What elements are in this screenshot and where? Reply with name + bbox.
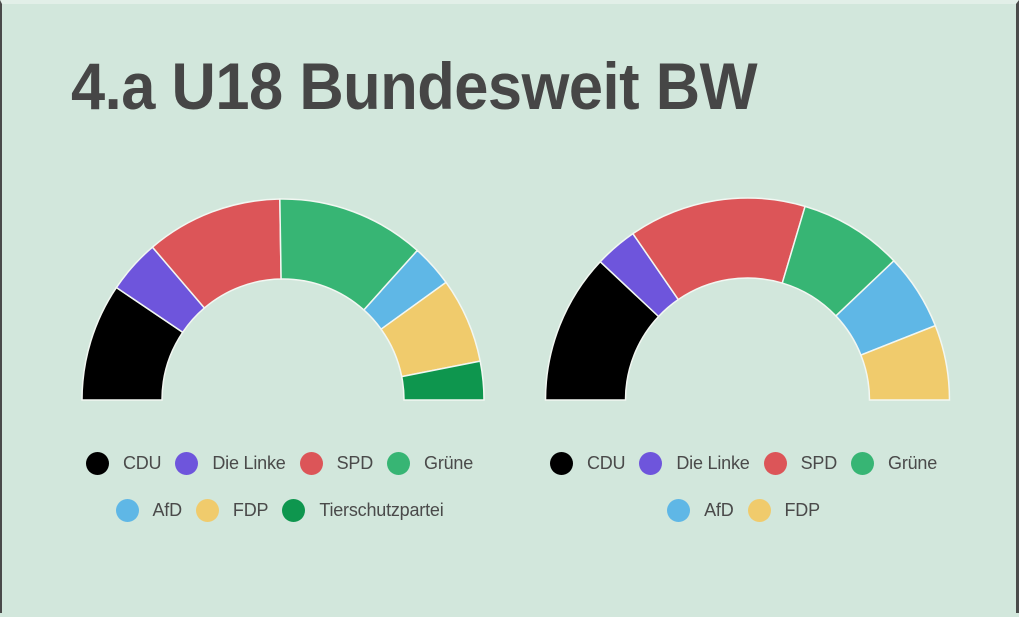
legend-swatch-circle-icon: [85, 452, 109, 475]
legend-row: CDU Die Linke SPD Grüne: [549, 452, 944, 475]
legend-label: AfD: [704, 500, 734, 520]
legend-label: Grüne: [888, 453, 938, 473]
legend-right: CDU Die Linke SPD Grüne AfD FDP: [547, 452, 947, 522]
legend-item-gruene[interactable]: Grüne: [387, 452, 473, 475]
legend-item-spd[interactable]: SPD: [299, 452, 374, 475]
legend-swatch-circle-icon: [639, 452, 663, 475]
half-donut-chart-left: CDU: 18.9Die Linke: 8.6SPD: 22Grüne: 23.…: [81, 198, 485, 401]
legend-swatch-circle-icon: [549, 452, 573, 475]
legend-item-spd[interactable]: SPD: [763, 452, 838, 475]
legend-swatch-circle-icon: [282, 499, 306, 522]
legend-item-die-linke[interactable]: Die Linke: [175, 452, 286, 475]
page-title: 4.a U18 Bundesweit BW: [71, 49, 758, 123]
legend-label: Grüne: [424, 453, 474, 473]
legend-label: Die Linke: [212, 453, 286, 473]
legend-item-gruene[interactable]: Grüne: [851, 452, 937, 475]
legend-label: Tierschutzpartei: [319, 500, 444, 520]
legend-swatch-circle-icon: [667, 499, 691, 522]
legend-item-die-linke[interactable]: Die Linke: [639, 452, 750, 475]
legend-label: AfD: [152, 500, 183, 520]
legend-item-fdp[interactable]: FDP: [195, 499, 269, 522]
legend-label: SPD: [336, 453, 374, 473]
legend-swatch-circle-icon: [195, 499, 219, 522]
legend-swatch-circle-icon: [175, 452, 199, 475]
legend-swatch-circle-icon: [115, 499, 139, 522]
legend-row: CDU Die Linke SPD Grüne: [85, 452, 480, 475]
legend-label: FDP: [784, 500, 821, 520]
legend-label: CDU: [122, 453, 162, 473]
legend-row: AfD FDP: [667, 499, 827, 522]
legend-item-afd[interactable]: AfD: [667, 499, 734, 522]
legend-row: AfD FDP Tierschutzpartei: [115, 499, 451, 522]
legend-swatch-circle-icon: [763, 452, 787, 475]
legend-left: CDU Die Linke SPD Grüne AfD FDP Tierschutzpart…: [83, 452, 483, 522]
legend-swatch-circle-icon: [299, 452, 323, 475]
legend-swatch-circle-icon: [851, 452, 875, 475]
segment-tierschutzpartei[interactable]: Tierschutzpartei: 6.2: [400, 360, 485, 401]
legend-swatch-circle-icon: [747, 499, 771, 522]
legend-item-cdu[interactable]: CDU: [549, 452, 626, 475]
legend-item-afd[interactable]: AfD: [115, 499, 183, 522]
legend-item-fdp[interactable]: FDP: [747, 499, 821, 522]
legend-item-tierschutzpartei[interactable]: Tierschutzpartei: [282, 499, 444, 522]
legend-label: Die Linke: [676, 453, 750, 473]
legend-item-cdu[interactable]: CDU: [85, 452, 162, 475]
legend-swatch-circle-icon: [387, 452, 411, 475]
legend-label: SPD: [800, 453, 838, 473]
segment-fdp[interactable]: FDP: 12: [859, 324, 951, 401]
legend-label: FDP: [232, 500, 269, 520]
legend-label: CDU: [586, 453, 626, 473]
half-donut-chart-right: CDU: 24Die Linke: 6.8SPD: 28.4Grüne: 16.…: [544, 197, 951, 401]
